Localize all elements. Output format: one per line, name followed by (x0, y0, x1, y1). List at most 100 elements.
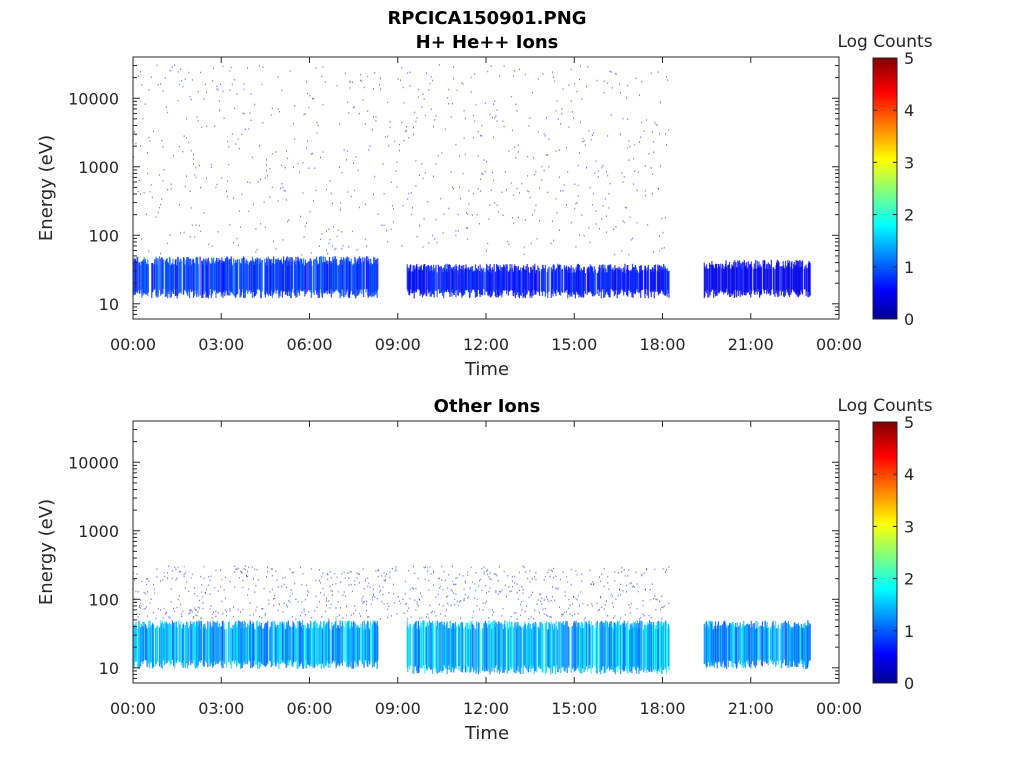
count-mark (586, 85, 587, 88)
count-mark (297, 162, 299, 165)
count-mark (557, 621, 559, 673)
count-mark (448, 574, 450, 576)
count-mark (493, 179, 495, 182)
count-mark (575, 246, 577, 248)
count-mark (530, 627, 532, 673)
count-mark (280, 622, 282, 664)
count-mark (570, 221, 572, 224)
count-mark (480, 578, 482, 581)
count-mark (593, 192, 595, 195)
count-mark (627, 575, 629, 577)
count-mark (602, 622, 604, 667)
count-mark (770, 626, 772, 663)
count-mark (423, 98, 425, 100)
count-mark (467, 629, 469, 668)
count-mark (434, 238, 436, 240)
count-mark (195, 224, 197, 226)
count-mark (570, 68, 572, 71)
count-mark (380, 618, 382, 620)
count-mark (573, 596, 575, 598)
count-mark (395, 566, 397, 568)
count-mark (553, 576, 555, 579)
count-mark (150, 76, 152, 78)
count-mark (335, 247, 337, 250)
count-mark (237, 620, 239, 662)
count-mark (294, 138, 296, 140)
count-mark (280, 187, 282, 189)
count-mark (442, 604, 444, 607)
count-mark (604, 604, 606, 606)
count-mark (596, 602, 598, 605)
count-mark (390, 615, 392, 617)
count-mark (596, 620, 598, 674)
count-mark (540, 600, 542, 602)
count-mark (161, 140, 163, 142)
colorbar-tick-label: 3 (904, 517, 914, 536)
x-tick-label: 00:00 (816, 699, 862, 718)
count-mark (269, 168, 271, 170)
count-mark (777, 624, 779, 665)
count-mark (157, 84, 159, 86)
y-tick-label: 100 (88, 590, 119, 609)
count-mark (163, 575, 165, 578)
count-mark (290, 629, 292, 667)
count-mark (221, 600, 223, 603)
count-mark (244, 565, 246, 567)
count-mark (729, 268, 731, 297)
count-mark (481, 172, 483, 175)
count-mark (496, 204, 498, 206)
count-mark (271, 568, 273, 570)
count-mark (390, 228, 392, 231)
count-mark (447, 628, 449, 670)
count-mark (250, 624, 252, 660)
count-mark (335, 607, 337, 609)
count-mark (341, 171, 343, 174)
count-mark (630, 239, 632, 241)
count-mark (206, 177, 207, 180)
count-mark (579, 234, 580, 236)
count-mark (645, 268, 647, 290)
count-mark (554, 80, 556, 83)
count-mark (475, 104, 477, 106)
count-mark (546, 154, 547, 156)
count-mark (641, 621, 643, 670)
count-mark (404, 603, 406, 606)
count-mark (659, 600, 660, 603)
count-mark (575, 570, 577, 572)
count-mark (570, 267, 572, 293)
count-mark (237, 567, 239, 570)
count-mark (637, 171, 639, 173)
count-mark (320, 582, 322, 584)
count-mark (334, 248, 336, 251)
count-mark (511, 580, 513, 582)
count-mark (208, 576, 210, 578)
count-mark (206, 91, 207, 94)
count-mark (393, 221, 394, 223)
count-mark (410, 616, 412, 618)
count-mark (569, 604, 571, 606)
count-mark (593, 272, 595, 294)
count-mark (387, 135, 389, 137)
count-mark (538, 271, 541, 296)
count-mark (629, 146, 631, 148)
count-mark (541, 603, 543, 605)
count-mark (435, 218, 437, 221)
count-mark (188, 258, 191, 299)
count-mark (177, 598, 179, 600)
count-mark (590, 603, 592, 605)
count-mark (400, 602, 402, 605)
count-mark (557, 587, 559, 589)
count-mark (388, 605, 390, 607)
count-mark (456, 626, 458, 669)
count-mark (524, 623, 526, 668)
count-mark (322, 104, 324, 106)
count-mark (206, 628, 208, 664)
count-mark (610, 264, 612, 289)
count-mark (226, 614, 227, 617)
x-tick-label: 00:00 (110, 699, 156, 718)
count-mark (390, 181, 392, 183)
count-mark (422, 177, 424, 180)
count-mark (661, 618, 663, 620)
count-mark (737, 261, 739, 296)
y-tick-label: 10 (99, 295, 119, 314)
